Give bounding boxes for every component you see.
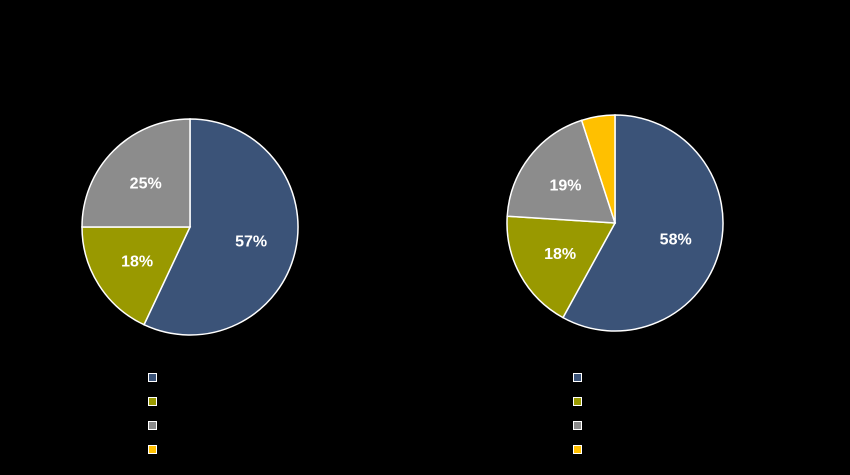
pie-1-slice-2 [506,119,617,224]
pie-chart-right: 58% 18% 19% [506,114,724,332]
pie-0-data-label-1: 18% [121,254,153,271]
legend-1-swatch-0 [573,373,582,382]
legend-0-swatch-3 [148,445,157,454]
legend-0-swatch-1 [148,397,157,406]
legend-0-swatch-0 [148,373,157,382]
pie-0-data-label-0: 57% [235,234,267,251]
legend-1-swatch-2 [573,421,582,430]
pie-1-slice-1 [506,215,617,319]
legend-0-swatch-2 [148,421,157,430]
pie-1-data-label-2: 19% [549,178,581,195]
legend-1-swatch-1 [573,397,582,406]
legend-1-swatch-3 [573,445,582,454]
pie-0-slice-2 [81,118,191,228]
pie-1-data-label-1: 18% [544,246,576,263]
pie-1-data-label-0: 58% [660,232,692,249]
pie-0-slice-0 [143,118,299,336]
pie-0-slice-1 [81,226,192,326]
pie-chart-left: 57% 18% 25% [81,118,299,336]
pie-1-slice-3 [580,114,616,224]
pie-1-slice-0 [561,114,724,332]
pie-0-data-label-2: 25% [130,176,162,193]
